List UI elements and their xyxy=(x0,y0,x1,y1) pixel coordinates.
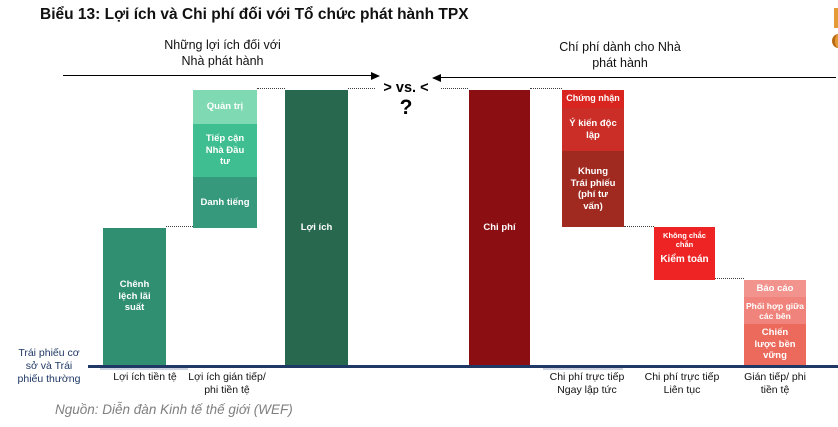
bar-label: Chứng nhận xyxy=(566,93,620,104)
costs-arrow-line2: phát hành xyxy=(592,56,648,70)
x-label-line: Chi phí trực tiếp xyxy=(549,371,625,383)
x-label-line: Chi phí trực tiếp xyxy=(644,371,720,383)
connector-dash xyxy=(166,226,193,227)
partial-logo-icon xyxy=(832,34,838,48)
axis-highlight xyxy=(543,368,623,370)
bar-label: Quản trị xyxy=(206,101,244,113)
bar-label: Không chắc chắn xyxy=(663,231,706,249)
x-label-line: Lợi ích gián tiếp/ xyxy=(188,371,266,383)
x-axis-label-loi-ich-tien-te: Lợi ích tiền tệ xyxy=(95,371,195,384)
versus-label: > vs. < xyxy=(383,80,429,96)
bar-bao-cao: Báo cáo xyxy=(744,280,806,297)
x-label-line: Lợi ích tiền tệ xyxy=(113,371,177,383)
x-label-line: Gián tiếp/ phi xyxy=(744,371,806,383)
chart-title: Biểu 13: Lợi ích và Chi phí đối với Tổ c… xyxy=(40,6,469,23)
costs-arrow-line xyxy=(440,77,836,78)
bar-label: Danh tiếng xyxy=(200,196,250,208)
costs-arrow-line1: Chí phí dành cho Nhà xyxy=(559,40,681,54)
bar-label: Chênh lệch lãi suất xyxy=(118,279,151,314)
x-label-line: Ngay lập tức xyxy=(557,384,617,396)
right-arrowhead-icon xyxy=(371,72,380,80)
benefits-arrow-line2: Nhà phát hành xyxy=(181,54,264,68)
bar-danh-tieng: Danh tiếng xyxy=(193,177,257,228)
bar-loi-ich-total: Lợi ích xyxy=(285,90,348,365)
x-axis-label-loi-ich-gian-tiep: Lợi ích gián tiếp/ phi tiền tệ xyxy=(167,371,287,397)
left-arrowhead-icon xyxy=(432,74,441,82)
x-label-line: phi tiền tệ xyxy=(204,384,250,396)
bar-label: Ý kiến độc lập xyxy=(569,118,617,141)
partial-logo-icon xyxy=(834,8,838,28)
connector-dash xyxy=(715,278,744,279)
bar-label: Phối hợp giữa các bên xyxy=(746,300,805,321)
bar-khong-chac-chan-kiem-toan: Không chắc chắn Kiểm toán xyxy=(654,227,715,280)
bar-label: Lợi ích xyxy=(300,221,333,233)
x-axis-label-chi-phi-lien-tuc: Chi phí trực tiếp Liên tục xyxy=(622,371,742,397)
connector-dash xyxy=(257,88,285,89)
bar-y-kien-doc-lap: Ý kiến độc lập xyxy=(562,108,624,151)
axis-highlight xyxy=(100,368,188,370)
bar-label: Chi phí xyxy=(483,221,516,233)
bar-chenh-lech-lai-suat: Chênh lệch lãi suất xyxy=(103,228,166,365)
bar-label: Chiến lược bền vững xyxy=(754,327,796,362)
source-citation: Nguồn: Diễn đàn Kinh tế thế giới (WEF) xyxy=(55,402,293,417)
bar-chung-nhan: Chứng nhận xyxy=(562,90,624,108)
x-axis-label-chi-phi-ngay-lap-tuc: Chi phí trực tiếp Ngay lập tức xyxy=(527,371,647,397)
bar-tiep-can-nha-dau-tu: Tiếp cận Nhà Đầu tư xyxy=(193,124,257,177)
connector-dash xyxy=(348,88,375,89)
bar-phoi-hop: Phối hợp giữa các bên xyxy=(744,297,806,324)
y-axis-label: Trái phiếu cơ sở và Trái phiếu thường xyxy=(8,347,90,386)
x-axis-line xyxy=(88,365,838,368)
bar-khung-trai-phieu: Khung Trái phiếu (phí tư vấn) xyxy=(562,151,624,227)
connector-dash xyxy=(441,88,468,89)
benefits-arrow-label: Những lợi ích đối với Nhà phát hành xyxy=(100,37,345,69)
bar-label: Báo cáo xyxy=(756,282,794,294)
x-label-line: tiền tệ xyxy=(760,384,790,396)
y-axis-label-line3: phiếu thường xyxy=(17,373,81,385)
bar-label: Tiếp cận Nhà Đầu tư xyxy=(205,133,245,168)
costs-arrow-label: Chí phí dành cho Nhà phát hành xyxy=(500,39,740,71)
benefits-arrow-line xyxy=(63,75,373,76)
y-axis-label-line2: sở và Trái xyxy=(25,360,73,372)
bar-chi-phi-total: Chi phí xyxy=(469,90,530,365)
bar-chien-luoc-ben-vung: Chiến lược bền vững xyxy=(744,324,806,365)
benefits-arrow-line1: Những lợi ích đối với xyxy=(164,38,281,52)
x-axis-label-gian-tiep-phi-tien-te: Gián tiếp/ phi tiền tệ xyxy=(715,371,835,397)
connector-dash xyxy=(530,88,562,89)
bar-label: Kiểm toán xyxy=(660,254,709,265)
x-label-line: Liên tục xyxy=(663,384,701,396)
connector-dash xyxy=(624,226,654,227)
question-mark-label: ? xyxy=(399,96,413,119)
bar-label: Khung Trái phiếu (phí tư vấn) xyxy=(570,166,616,212)
bar-quan-tri: Quản trị xyxy=(193,90,257,124)
y-axis-label-line1: Trái phiếu cơ xyxy=(18,347,80,359)
